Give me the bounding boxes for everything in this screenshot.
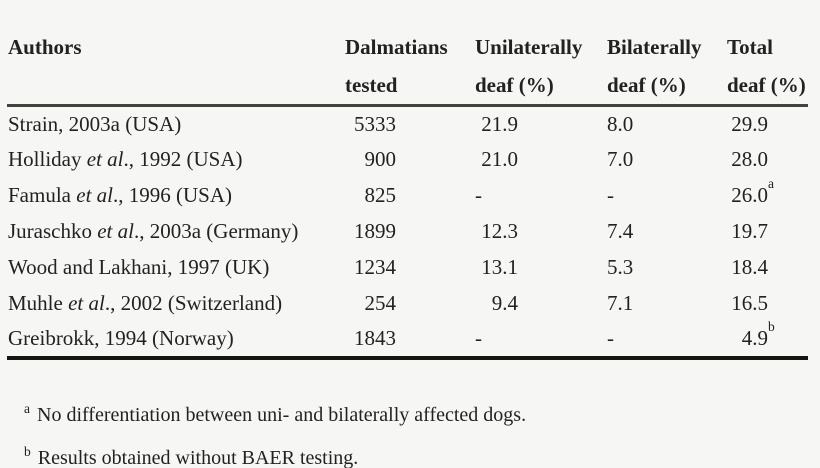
author-cell: Strain, 2003a (USA) (7, 106, 345, 142)
tested-cell: 5333 (354, 111, 396, 136)
author-cell: Muhle et al., 2002 (Switzerland) (7, 286, 345, 322)
total-cell: 26.0 a (727, 177, 808, 214)
bilateral-cell: 7.1 (607, 291, 634, 315)
author-etal: et al (68, 291, 105, 315)
author-text: ., 2003a (Germany) (133, 219, 299, 243)
author-cell: Greibrokk, 1994 (Norway) (7, 322, 345, 358)
header-line: deaf (%) (727, 73, 806, 97)
tested-cell: 1234 (354, 255, 396, 279)
tested-cell: 900 (364, 147, 397, 171)
footnote-superscript: a (768, 176, 774, 191)
footnotes-section: a No differentiation between uni- and bil… (24, 402, 820, 468)
total-value: 18.4 (731, 255, 768, 280)
total-cell: 16.5 (727, 286, 808, 322)
unilateral-cell: 12.3 (481, 219, 518, 243)
tested-cell: 1899 (354, 219, 396, 243)
footnote-superscript: b (768, 319, 775, 334)
total-value: 26.0 a (731, 177, 774, 208)
author-etal: et al (86, 147, 124, 171)
bilateral-cell: 7.4 (607, 219, 634, 243)
total-cell: 28.0 (727, 142, 808, 178)
table-row: Wood and Lakhani, 1997 (UK) 1234 13.1 5.… (7, 250, 808, 286)
total-cell: 4.9 b (727, 320, 808, 358)
footnote-a-text: No differentiation between uni- and bila… (37, 403, 527, 426)
author-cell: Wood and Lakhani, 1997 (UK) (7, 250, 345, 286)
unilateral-cell: 13.1 (481, 255, 518, 279)
table-row: Strain, 2003a (USA) 5333 21.9 8.0 29.9 (7, 106, 808, 142)
total-cell: 18.4 (727, 250, 808, 286)
footnote-b: b Results obtained without BAER testing. (24, 445, 820, 468)
col-header-unilaterally-deaf: Unilaterally deaf (%) (475, 28, 607, 106)
author-cell: Holliday et al., 1992 (USA) (7, 142, 345, 178)
table-row: Famula et al., 1996 (USA) 825 - - 26.0 a (7, 177, 808, 214)
col-header-dalmatians-tested: Dalmatians tested (345, 28, 475, 106)
total-number: 28.0 (731, 147, 768, 171)
author-text: Holliday (8, 147, 87, 171)
unilateral-cell: - (475, 326, 482, 350)
header-line: deaf (%) (607, 73, 686, 97)
dalmatian-deafness-table: Authors Dalmatians tested Unilaterally d… (7, 28, 808, 360)
header-line: Bilaterally (607, 35, 702, 59)
bilateral-cell: 7.0 (607, 147, 634, 171)
author-etal: et al (76, 183, 113, 207)
total-value: 29.9 (731, 112, 768, 137)
bilateral-cell: - (607, 183, 614, 207)
bilateral-cell: - (607, 326, 614, 350)
tested-cell: 825 (364, 183, 397, 207)
total-number: 16.5 (731, 291, 768, 315)
unilateral-cell: 9.4 (491, 291, 518, 315)
total-number: 19.7 (731, 219, 768, 243)
table-header-row: Authors Dalmatians tested Unilaterally d… (7, 28, 808, 106)
total-number: 29.9 (731, 111, 768, 136)
table-row: Muhle et al., 2002 (Switzerland) 254 9.4… (7, 286, 808, 322)
table-row: Greibrokk, 1994 (Norway) 1843 - - 4.9 b (7, 320, 808, 358)
footnote-b-text: Results obtained without BAER testing. (37, 446, 359, 468)
header-line (8, 66, 345, 104)
author-cell: Juraschko et al., 2003a (Germany) (7, 214, 345, 250)
unilateral-cell: 21.9 (481, 111, 518, 136)
author-text: Greibrokk, 1994 (Norway) (8, 326, 234, 350)
header-line: Unilaterally (475, 35, 583, 59)
author-text: ., 2002 (Switzerland) (104, 291, 283, 315)
unilateral-cell: 21.0 (481, 147, 518, 171)
author-text: Juraschko (8, 219, 98, 243)
author-text: Strain, 2003a (USA) (8, 111, 182, 136)
table-row: Juraschko et al., 2003a (Germany) 1899 1… (7, 214, 808, 250)
total-value: 19.7 (731, 219, 768, 244)
total-value: 4.9 b (741, 320, 775, 351)
total-value: 16.5 (731, 291, 768, 316)
author-cell: Famula et al., 1996 (USA) (7, 178, 345, 214)
author-text: Wood and Lakhani, 1997 (UK) (8, 255, 270, 279)
tested-cell: 1843 (354, 326, 396, 350)
total-number: 26.0 (731, 183, 768, 207)
col-header-bilaterally-deaf: Bilaterally deaf (%) (607, 28, 727, 106)
col-header-total-deaf: Total deaf (%) (727, 28, 808, 106)
footnote-a: a No differentiation between uni- and bil… (24, 402, 820, 428)
bilateral-cell: 5.3 (607, 255, 634, 279)
tested-cell: 254 (364, 291, 397, 315)
header-line: tested (345, 73, 398, 97)
footnote-a-marker: a (24, 400, 30, 416)
header-line: Dalmatians (345, 35, 448, 59)
unilateral-cell: - (475, 183, 482, 207)
table-row: Holliday et al., 1992 (USA) 900 21.0 7.0… (7, 142, 808, 178)
header-line: Total (727, 35, 773, 59)
author-etal: et al (97, 219, 134, 243)
header-line: Authors (8, 35, 82, 59)
header-line: deaf (%) (475, 73, 554, 97)
total-number: 18.4 (731, 255, 768, 279)
author-text: Muhle (8, 291, 69, 315)
author-text: ., 1992 (USA) (123, 147, 243, 171)
total-cell: 29.9 (727, 106, 808, 142)
footnote-b-marker: b (24, 443, 31, 459)
author-text: ., 1996 (USA) (113, 183, 232, 207)
total-value: 28.0 (731, 147, 768, 172)
total-number: 4.9 (741, 326, 768, 350)
author-text: Famula (8, 183, 77, 207)
total-cell: 19.7 (727, 214, 808, 250)
bilateral-cell: 8.0 (607, 111, 634, 136)
col-header-authors: Authors (7, 28, 345, 106)
